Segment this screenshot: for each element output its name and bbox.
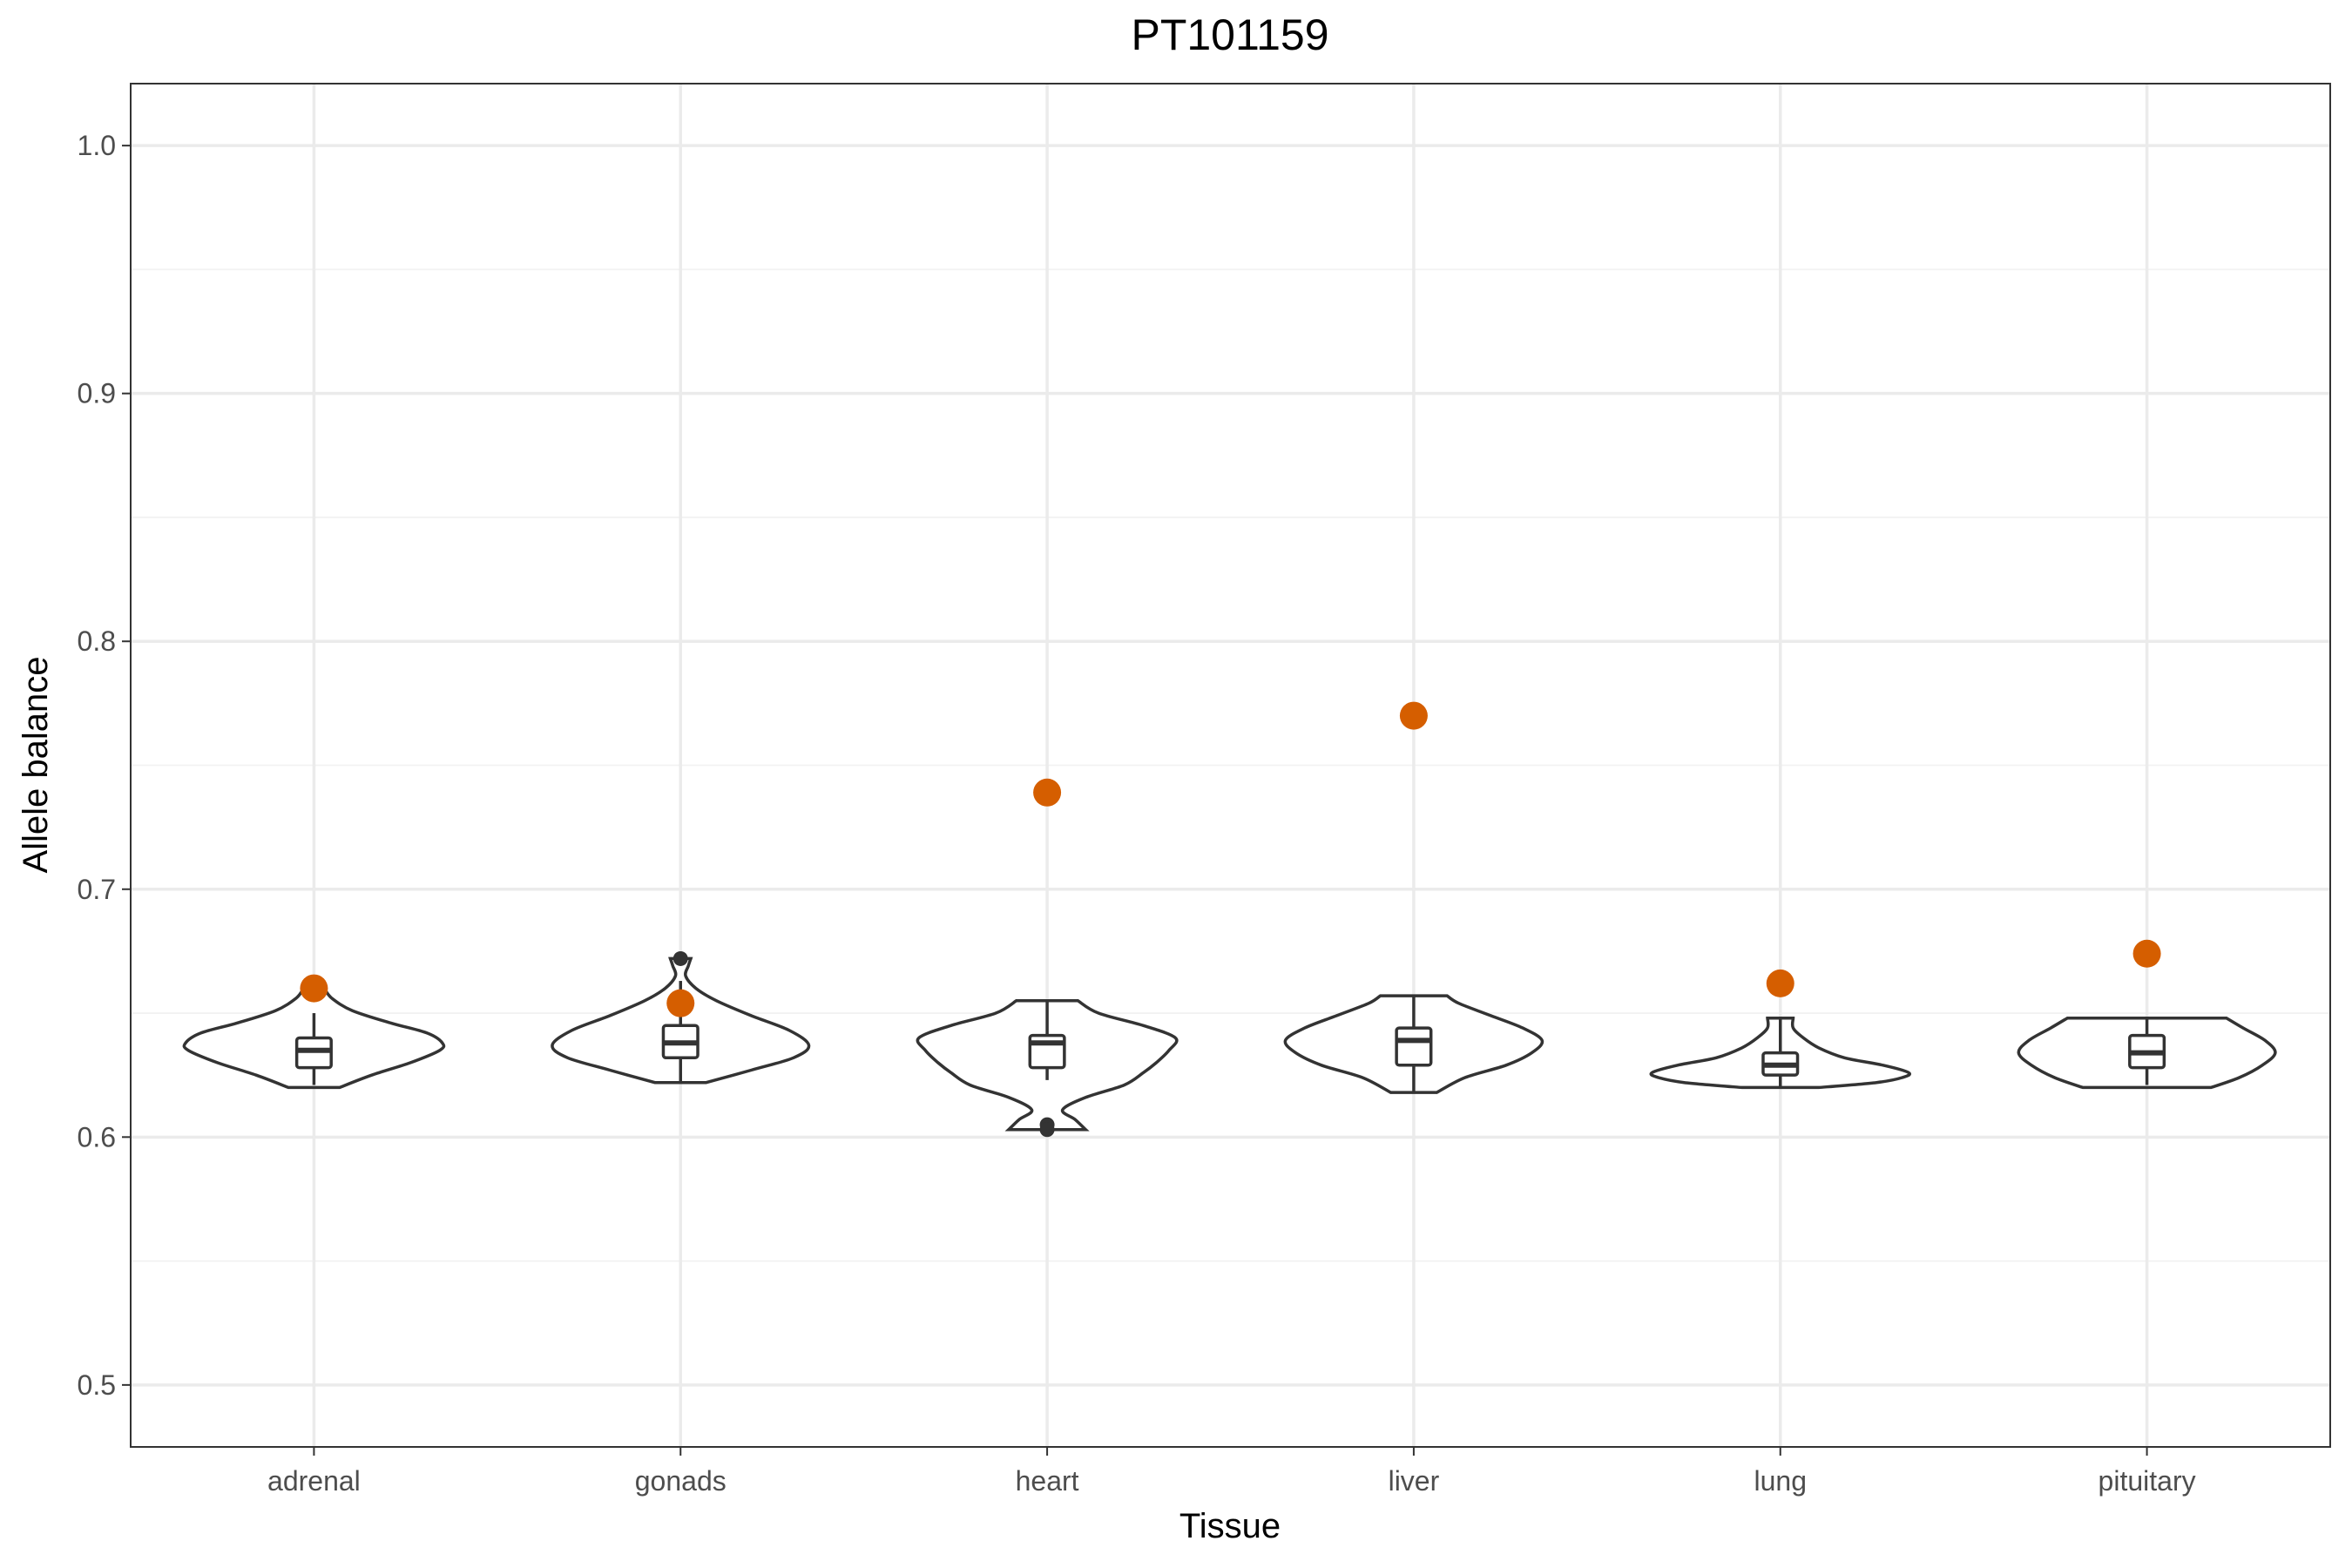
- violins: [182, 950, 2277, 1138]
- y-tick-label: 0.5: [78, 1369, 116, 1401]
- y-tick-label: 0.9: [78, 378, 116, 409]
- violin-liver: [1283, 994, 1544, 1094]
- x-tick-label: pituitary: [2099, 1465, 2196, 1497]
- highlight-point-heart: [1033, 778, 1062, 807]
- y-tick-label: 0.7: [78, 874, 116, 905]
- highlight-point-pituitary: [2132, 939, 2161, 968]
- x-tick-label: heart: [1016, 1465, 1079, 1497]
- y-tick-label: 0.8: [78, 625, 116, 657]
- x-tick-label: adrenal: [267, 1465, 361, 1497]
- x-tick-label: liver: [1389, 1465, 1440, 1497]
- chart-title: PT101159: [1131, 10, 1328, 59]
- axes: 0.5 0.6 0.7 0.8 0.9 1.0 adrenal gonads heart live…: [78, 130, 2196, 1497]
- x-tick-label: gonads: [635, 1465, 727, 1497]
- highlight-point-adrenal: [300, 974, 328, 1003]
- outlier-point: [672, 950, 688, 966]
- iqr-box: [1395, 1026, 1433, 1067]
- y-tick-label: 0.6: [78, 1121, 116, 1152]
- outlier-point: [1039, 1122, 1055, 1138]
- panel-border: [130, 83, 2331, 1448]
- highlight-point-liver: [1399, 701, 1428, 730]
- grid-lines: [131, 84, 2330, 1447]
- highlight-points: [300, 701, 2161, 1017]
- y-tick-label: 1.0: [78, 130, 116, 161]
- x-axis-title: Tissue: [1179, 1507, 1281, 1545]
- violin-adrenal: [182, 986, 446, 1090]
- violin-pituitary: [2017, 1016, 2277, 1090]
- highlight-point-gonads: [666, 989, 695, 1017]
- violin-lung: [1649, 1016, 1912, 1090]
- violin-heart: [916, 999, 1179, 1138]
- x-tick-label: lung: [1754, 1465, 1808, 1497]
- highlight-point-lung: [1766, 969, 1794, 997]
- y-axis-title: Allele balance: [17, 656, 55, 873]
- violin-gonads: [551, 950, 811, 1085]
